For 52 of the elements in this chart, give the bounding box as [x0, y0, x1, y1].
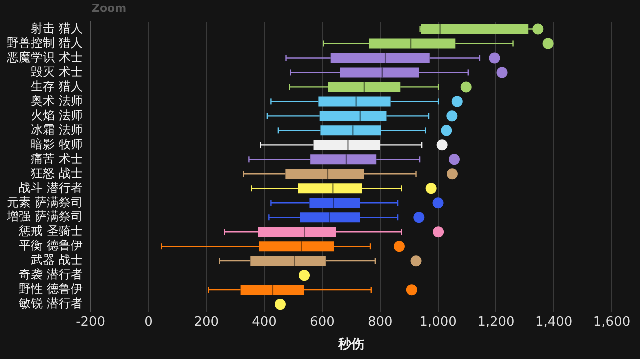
- x-tick-label: 200: [194, 314, 220, 330]
- point: [452, 96, 463, 108]
- text: Zoom: [92, 2, 127, 15]
- x-tick-label: 800: [368, 314, 393, 330]
- y-tick-label: 敏锐 潜行者: [18, 296, 83, 311]
- x-tick-label: 400: [252, 314, 277, 330]
- point: [394, 241, 405, 252]
- point: [446, 110, 458, 122]
- y-tick-label: 生存 猎人: [30, 79, 83, 94]
- x-tick-label: 1,400: [535, 314, 573, 330]
- y-tick-label: 增强 萨满祭司: [6, 210, 83, 224]
- y-tick-label: 冰霜 法师: [30, 122, 83, 137]
- x-tick-label: 1,000: [420, 314, 457, 330]
- x-tick-label: 600: [310, 314, 335, 330]
- point: [446, 168, 458, 180]
- y-tick-label: 野性 德鲁伊: [18, 282, 83, 296]
- point: [489, 52, 500, 64]
- x-tick-label: 1,200: [478, 314, 515, 330]
- point: [436, 140, 448, 151]
- x-tick-label: 1,600: [593, 314, 631, 330]
- y-tick-label: 痛苦 术士: [30, 152, 83, 166]
- y-tick-label: 战斗 潜行者: [18, 180, 83, 195]
- x-tick-label: -200: [76, 314, 106, 330]
- y-tick-label: 平衡 德鲁伊: [18, 238, 83, 253]
- point: [414, 212, 425, 224]
- y-tick-label: 射击 猎人: [30, 21, 83, 36]
- point: [460, 82, 472, 93]
- point: [496, 67, 508, 78]
- point: [433, 226, 444, 238]
- point: [406, 284, 418, 296]
- y-tick-label: 火焰 法师: [30, 108, 83, 122]
- y-tick-label: 野兽控制 猎人: [6, 36, 83, 50]
- y-tick-label: 元素 萨满祭司: [6, 195, 83, 210]
- point: [432, 198, 444, 209]
- y-tick-label: 武器 战士: [30, 253, 83, 268]
- y-tick-label: 毁灭 术士: [30, 64, 83, 79]
- point: [410, 256, 422, 267]
- point: [274, 299, 286, 310]
- y-tick-label: 奇袭 潜行者: [18, 268, 83, 282]
- y-tick-label: 恶魔学识 术士: [6, 50, 83, 64]
- y-tick-label: 狂怒 战士: [30, 166, 83, 180]
- point: [441, 125, 452, 136]
- y-tick-label: 暗影 牧师: [30, 137, 83, 152]
- point: [299, 270, 310, 282]
- point: [448, 154, 460, 166]
- y-tick-label: 奥术 法师: [30, 94, 83, 108]
- y-tick-label: 惩戒 圣骑士: [18, 224, 83, 238]
- point: [532, 24, 544, 35]
- point: [426, 183, 437, 194]
- x-tick-label: 0: [144, 314, 153, 330]
- x-axis-title: 秒伤: [337, 338, 364, 353]
- point: [542, 38, 554, 50]
